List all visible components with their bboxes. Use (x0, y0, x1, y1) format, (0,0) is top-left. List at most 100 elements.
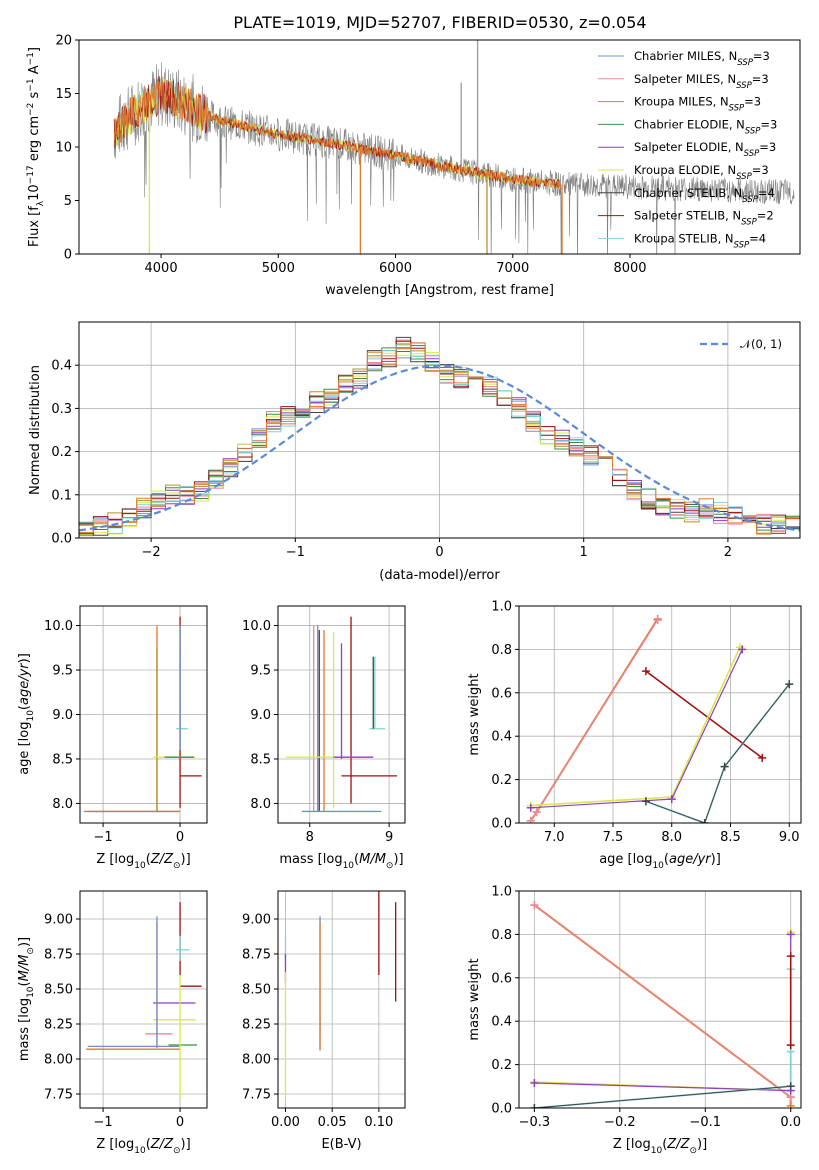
age-vs-mass-panel-frame (277, 605, 406, 824)
weight-vs-age-panel-plot-area (519, 606, 801, 823)
age-vs-Z-panel-xtick-label: −1 (94, 830, 113, 845)
legend-subscript: SSP (742, 195, 758, 205)
age-vs-Z-panel-xlabel-part: ( (146, 852, 151, 867)
mass-vs-Z-panel-ylabel-part: mass [log (17, 998, 32, 1061)
legend-nssp: =3 (759, 140, 776, 154)
age-vs-Z-panel-ytick-label: 9.5 (52, 664, 73, 679)
spectrum-ylabel-part: A (27, 65, 42, 78)
age-vs-Z-panel-xlabel-part: 10 (134, 861, 146, 871)
mass-vs-Z-panel-xlabel-part: ⊙ (173, 1146, 181, 1156)
mass-vs-Z-panel-ytick-label: 8.75 (44, 948, 73, 963)
mass-vs-EBV-panel-xtick-label: 0.00 (271, 1115, 300, 1130)
weight-vs-Z-panel-xlabel: Z [log10(Z/Z⊙)] (613, 1137, 707, 1156)
mass-vs-Z-panel-frame (79, 890, 208, 1109)
spectrum-ylabel: Flux [fλ10−17 erg cm−2 s−1 A−1] (26, 47, 46, 247)
mass-vs-Z-panel-ytick-label: 8.00 (44, 1053, 73, 1068)
age-vs-mass-panel-xtick-label: 8 (306, 830, 314, 845)
weight-line (645, 683, 790, 823)
spectrum-ylabel-part: erg cm (27, 116, 42, 165)
weight-marker (641, 667, 650, 676)
mass-vs-EBV-panel-frame (277, 890, 406, 1109)
spectrum-ytick-label: 10 (55, 141, 72, 156)
age-vs-Z-panel-ylabel-part: 10 (26, 710, 36, 722)
age-vs-mass-panel-xlabel-part: 10 (343, 861, 355, 871)
residual-panel: −2 −1 0 1 2 0.0 0.1 0.2 0.3 0.4 𝒩(0, 1) (data-model… (28, 321, 801, 583)
weight-vs-Z-panel-xlabel-part: ( (662, 1137, 667, 1152)
spectrum-ytick-label: 20 (55, 34, 72, 49)
weight-vs-age-panel-xlabel-part: age [log (599, 852, 652, 867)
legend-subscript: SSP (745, 126, 761, 136)
mass-vs-Z-panel-ylabel-part: 10 (26, 986, 36, 998)
legend-entry: Chabrier STELIB, NSSP=4 (634, 186, 775, 205)
mass-vs-Z-panel-ytick-label: 8.25 (44, 1018, 73, 1033)
mass-vs-Z-panel-xlabel-part: Z [log (96, 1137, 134, 1152)
spectrum-ylabel-part: −17 (26, 165, 36, 184)
weight-vs-age-panel-ytick-label: 0.6 (491, 686, 512, 701)
weight-vs-age-panel-xtick-label: 8.0 (661, 830, 682, 845)
weight-vs-Z-panel-xlabel-part: Z/Z (666, 1137, 690, 1152)
mass-vs-Z-panel-ylabel-part: ⊙ (26, 947, 36, 955)
weight-marker (786, 930, 795, 939)
age-vs-Z-panel-xtick-label: 0 (176, 830, 184, 845)
legend-entry: 𝒩(0, 1) (740, 337, 782, 351)
weight-marker (738, 645, 747, 654)
age-vs-mass-panel-xlabel-part: mass [log (279, 852, 342, 867)
weight-vs-Z-panel-ytick-label: 0.2 (491, 1058, 512, 1073)
weight-marker (785, 680, 794, 689)
mass-vs-EBV-panel-xlabel-part: E(B-V) (321, 1137, 361, 1152)
weight-line (645, 670, 763, 759)
weight-vs-age-panel-ylabel: mass weight (467, 673, 482, 755)
weight-vs-Z-panel-ytick-label: 0.8 (491, 928, 512, 943)
legend-nssp: =4 (749, 231, 766, 245)
age-vs-mass-panel-xtick-label: 9 (385, 830, 393, 845)
weight-vs-Z-panel-ytick-label: 0.4 (491, 1015, 512, 1030)
weight-line (533, 904, 792, 1106)
figure-title: PLATE=1019, MJD=52707, FIBERID=0530, z=0… (233, 13, 646, 32)
spectrum-ylabel-part: −1 (26, 52, 36, 65)
weight-vs-age-panel-ytick-label: 0.8 (491, 643, 512, 658)
legend-subscript: SSP (734, 240, 750, 250)
weight-line (534, 932, 792, 1092)
spectrum-ylabel-part: 10 (27, 184, 42, 201)
weight-vs-age-panel-xlabel-part: age/yr (669, 852, 712, 867)
spectrum-frame (78, 39, 801, 255)
legend-series-name: Chabrier STELIB, N (634, 186, 742, 200)
weight-vs-age-panel-xlabel: age [log10(age/yr)] (599, 852, 721, 871)
weight-line (530, 619, 659, 822)
residuals-xtick-label: 0 (435, 545, 443, 560)
age-vs-mass-panel-xlabel-part: )] (393, 852, 403, 867)
residuals-xlabel: (data-model)/error (379, 568, 500, 583)
legend-series-name: Salpeter MILES, N (634, 72, 736, 86)
residuals-ytick-label: 0.3 (51, 402, 72, 417)
age-vs-Z-panel-xlabel: Z [log10(Z/Z⊙)] (96, 852, 190, 871)
mass-vs-Z-panel-xlabel-part: Z/Z (150, 1137, 174, 1152)
weight-line (645, 683, 791, 823)
weight-marker (526, 803, 535, 812)
age-vs-Z-panel-ylabel-part: age [log (17, 722, 32, 775)
spectrum-xtick-label: 7000 (496, 261, 529, 276)
weight-vs-Z-panel-ytick-label: 0.6 (491, 971, 512, 986)
weight-vs-Z-panel-frame (518, 890, 802, 1109)
weight-vs-age-panel-ytick-label: 0.0 (491, 817, 512, 832)
age-vs-Z-panel-xlabel-part: ⊙ (173, 861, 181, 871)
age-vs-mass-panel-ytick-label: 9.0 (250, 708, 271, 723)
legend-subscript: SSP (736, 172, 752, 182)
residual-histogram (79, 342, 800, 538)
mass-vs-EBV-panel-ytick-label: 9.00 (242, 913, 271, 928)
spectrum-ylabel-part: λ (36, 200, 46, 206)
age-vs-Z-panel-ytick-label: 8.0 (52, 797, 73, 812)
legend-series-name: Kroupa MILES, N (634, 95, 729, 109)
mass-vs-EBV-panel-ytick-label: 8.00 (242, 1053, 271, 1068)
age-vs-Z-panel-frame (79, 605, 208, 824)
mass-vs-Z-panel-xtick-label: −1 (94, 1115, 113, 1130)
spectrum-panel: PLATE=1019, MJD=52707, FIBERID=0530, z=0… (26, 13, 801, 298)
legend-nssp: =4 (758, 186, 775, 200)
mass-vs-EBV-panel-xlabel: E(B-V) (321, 1137, 361, 1152)
weight-vs-age-panel-ytick-label: 0.4 (491, 730, 512, 745)
age-vs-mass-panel-ytick-label: 10.0 (242, 619, 271, 634)
age-vs-Z-panel: −1 08.08.59.09.510.0Z [log10(Z/Z⊙)]age [l… (17, 605, 208, 871)
residual-panel-plot-area (79, 322, 800, 538)
legend-subscript: SSP (736, 81, 752, 91)
spectrum-xtick-label: 4000 (145, 261, 178, 276)
spectrum-panel-plot-area (113, 40, 795, 254)
